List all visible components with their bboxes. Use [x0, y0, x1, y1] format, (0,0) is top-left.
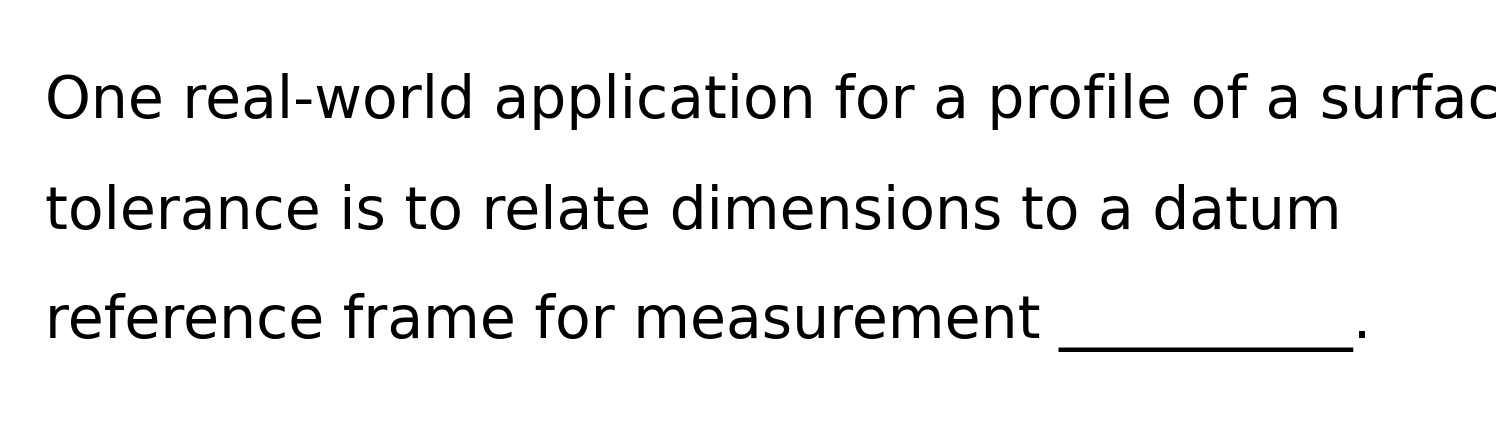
Text: tolerance is to relate dimensions to a datum: tolerance is to relate dimensions to a d…: [45, 184, 1341, 240]
Text: One real-world application for a profile of a surface: One real-world application for a profile…: [45, 73, 1500, 130]
Text: reference frame for measurement __________.: reference frame for measurement ________…: [45, 293, 1371, 352]
